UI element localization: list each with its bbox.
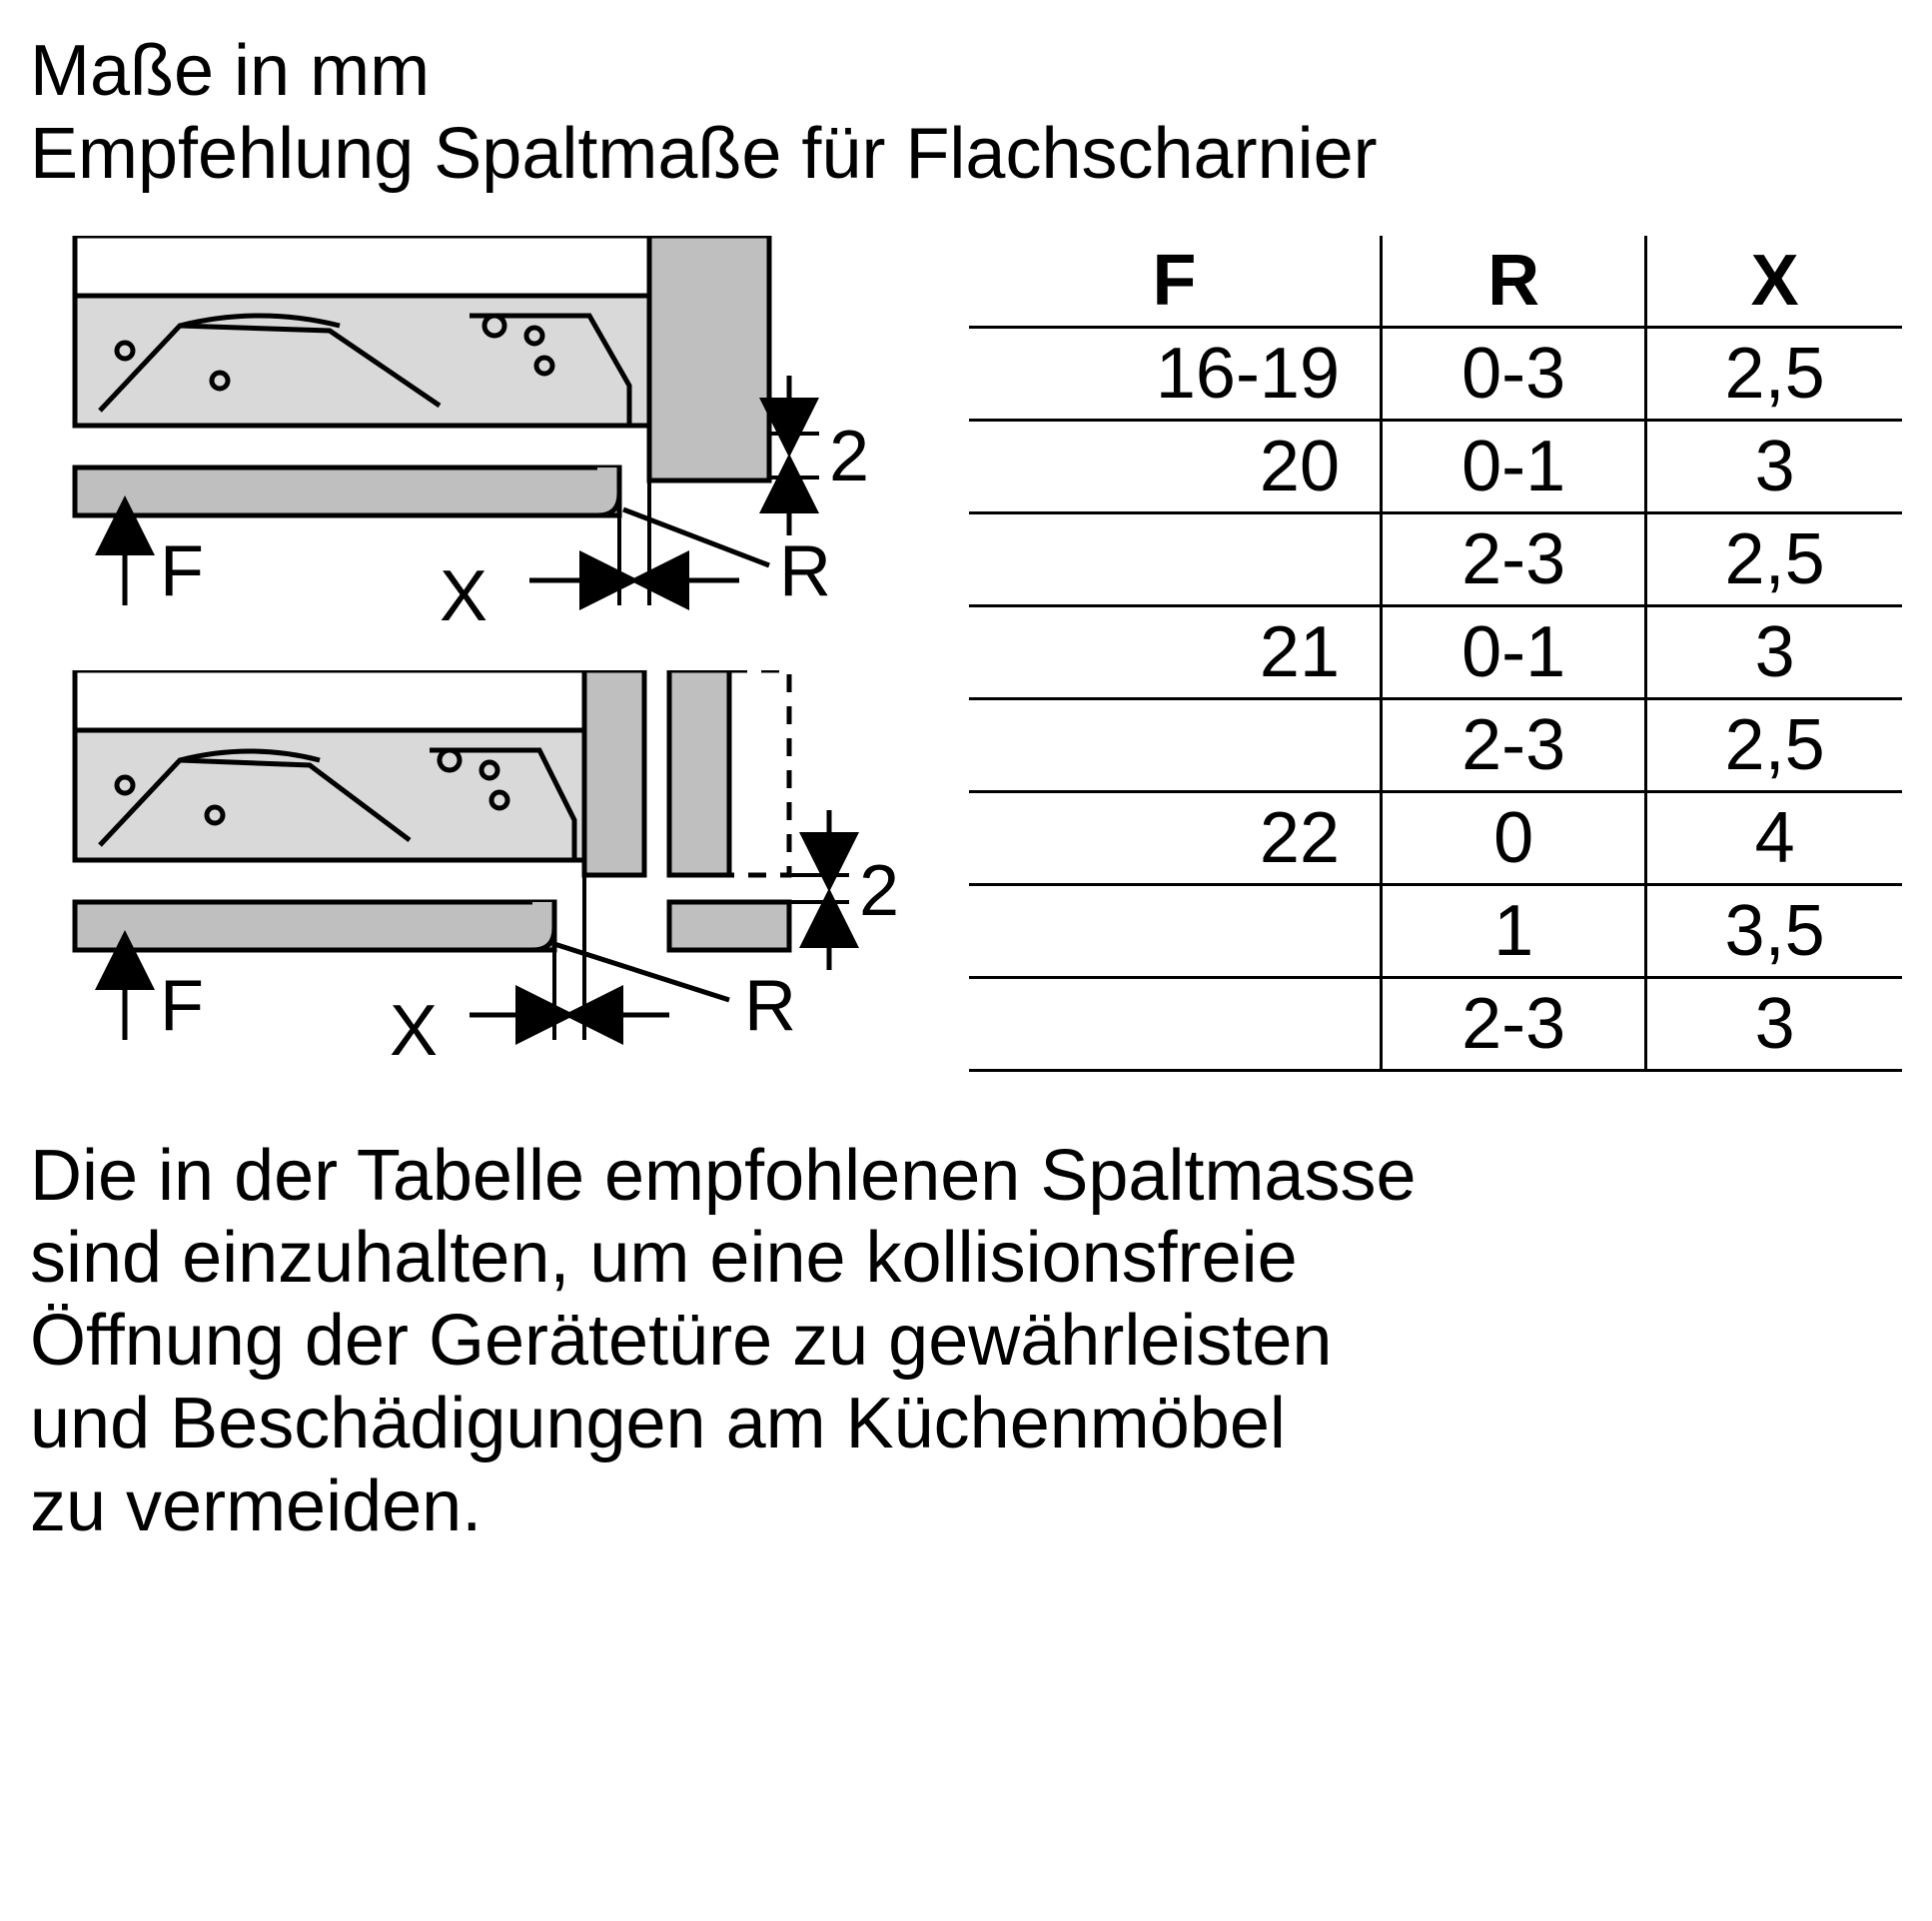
r-label-bottom: R xyxy=(744,966,796,1046)
cell-r: 0-3 xyxy=(1382,327,1646,420)
table-header-row: F R X xyxy=(969,236,1902,328)
hinge-diagram-top: 2 F X R xyxy=(30,236,909,640)
gap-dimensions-table: F R X 16-19 0-3 2,5 20 0-1 3 2- xyxy=(969,236,1902,1072)
cell-r: 2-3 xyxy=(1382,698,1646,791)
table-row: 20 0-1 3 xyxy=(969,420,1902,512)
table-row: 2-3 3 xyxy=(969,977,1902,1070)
cell-f: 21 xyxy=(969,605,1382,698)
cell-f xyxy=(969,512,1382,605)
cell-x: 3,5 xyxy=(1646,884,1902,977)
cell-x: 4 xyxy=(1646,791,1902,884)
table-row: 21 0-1 3 xyxy=(969,605,1902,698)
cell-f xyxy=(969,977,1382,1070)
f-label-top: F xyxy=(160,531,204,611)
cell-f xyxy=(969,884,1382,977)
gap-label-bottom: 2 xyxy=(859,851,899,931)
cell-x: 3 xyxy=(1646,420,1902,512)
cell-r: 2-3 xyxy=(1382,512,1646,605)
table-row: 2-3 2,5 xyxy=(969,698,1902,791)
gap-label-top: 2 xyxy=(829,417,869,496)
hinge-diagram-bottom: 2 F X R xyxy=(30,670,909,1075)
diagrams-column: 2 F X R xyxy=(30,236,909,1075)
header-text: Maße in mm Empfehlung Spaltmaße für Flac… xyxy=(30,30,1902,196)
cell-r: 0-1 xyxy=(1382,605,1646,698)
header-line2: Empfehlung Spaltmaße für Flachscharnier xyxy=(30,114,1378,194)
cell-r: 1 xyxy=(1382,884,1646,977)
footer-text: Die in der Tabelle empfohlenen Spaltmass… xyxy=(30,1135,1902,1548)
cell-x: 3 xyxy=(1646,977,1902,1070)
table-body: 16-19 0-3 2,5 20 0-1 3 2-3 2,5 21 0-1 xyxy=(969,327,1902,1070)
cell-r: 2-3 xyxy=(1382,977,1646,1070)
table-row: 1 3,5 xyxy=(969,884,1902,977)
main-content-row: 2 F X R xyxy=(30,236,1902,1075)
hinge-svg-bottom: 2 F X R xyxy=(30,670,909,1070)
r-label-top: R xyxy=(779,531,831,611)
footer-line1: Die in der Tabelle empfohlenen Spaltmass… xyxy=(30,1136,1417,1216)
cell-f: 16-19 xyxy=(969,327,1382,420)
header-line1: Maße in mm xyxy=(30,31,430,111)
col-header-x: X xyxy=(1646,236,1902,328)
col-header-f: F xyxy=(969,236,1382,328)
cell-f: 22 xyxy=(969,791,1382,884)
cell-f: 20 xyxy=(969,420,1382,512)
table-column: F R X 16-19 0-3 2,5 20 0-1 3 2- xyxy=(969,236,1902,1072)
footer-line3: Öffnung der Gerätetüre zu gewährleisten xyxy=(30,1301,1332,1381)
cell-r: 0-1 xyxy=(1382,420,1646,512)
cell-x: 2,5 xyxy=(1646,327,1902,420)
cell-x: 2,5 xyxy=(1646,698,1902,791)
col-header-r: R xyxy=(1382,236,1646,328)
cell-x: 2,5 xyxy=(1646,512,1902,605)
table-row: 2-3 2,5 xyxy=(969,512,1902,605)
table-row: 22 0 4 xyxy=(969,791,1902,884)
footer-line4: und Beschädigungen am Küchenmöbel xyxy=(30,1384,1286,1463)
hinge-svg-top: 2 F X R xyxy=(30,236,909,635)
table-row: 16-19 0-3 2,5 xyxy=(969,327,1902,420)
cell-f xyxy=(969,698,1382,791)
footer-line5: zu vermeiden. xyxy=(30,1466,482,1546)
x-label-top: X xyxy=(440,556,487,635)
f-label-bottom: F xyxy=(160,966,204,1046)
footer-line2: sind einzuhalten, um eine kollisionsfrei… xyxy=(30,1218,1298,1298)
x-label-bottom: X xyxy=(390,991,438,1070)
cell-r: 0 xyxy=(1382,791,1646,884)
cell-x: 3 xyxy=(1646,605,1902,698)
